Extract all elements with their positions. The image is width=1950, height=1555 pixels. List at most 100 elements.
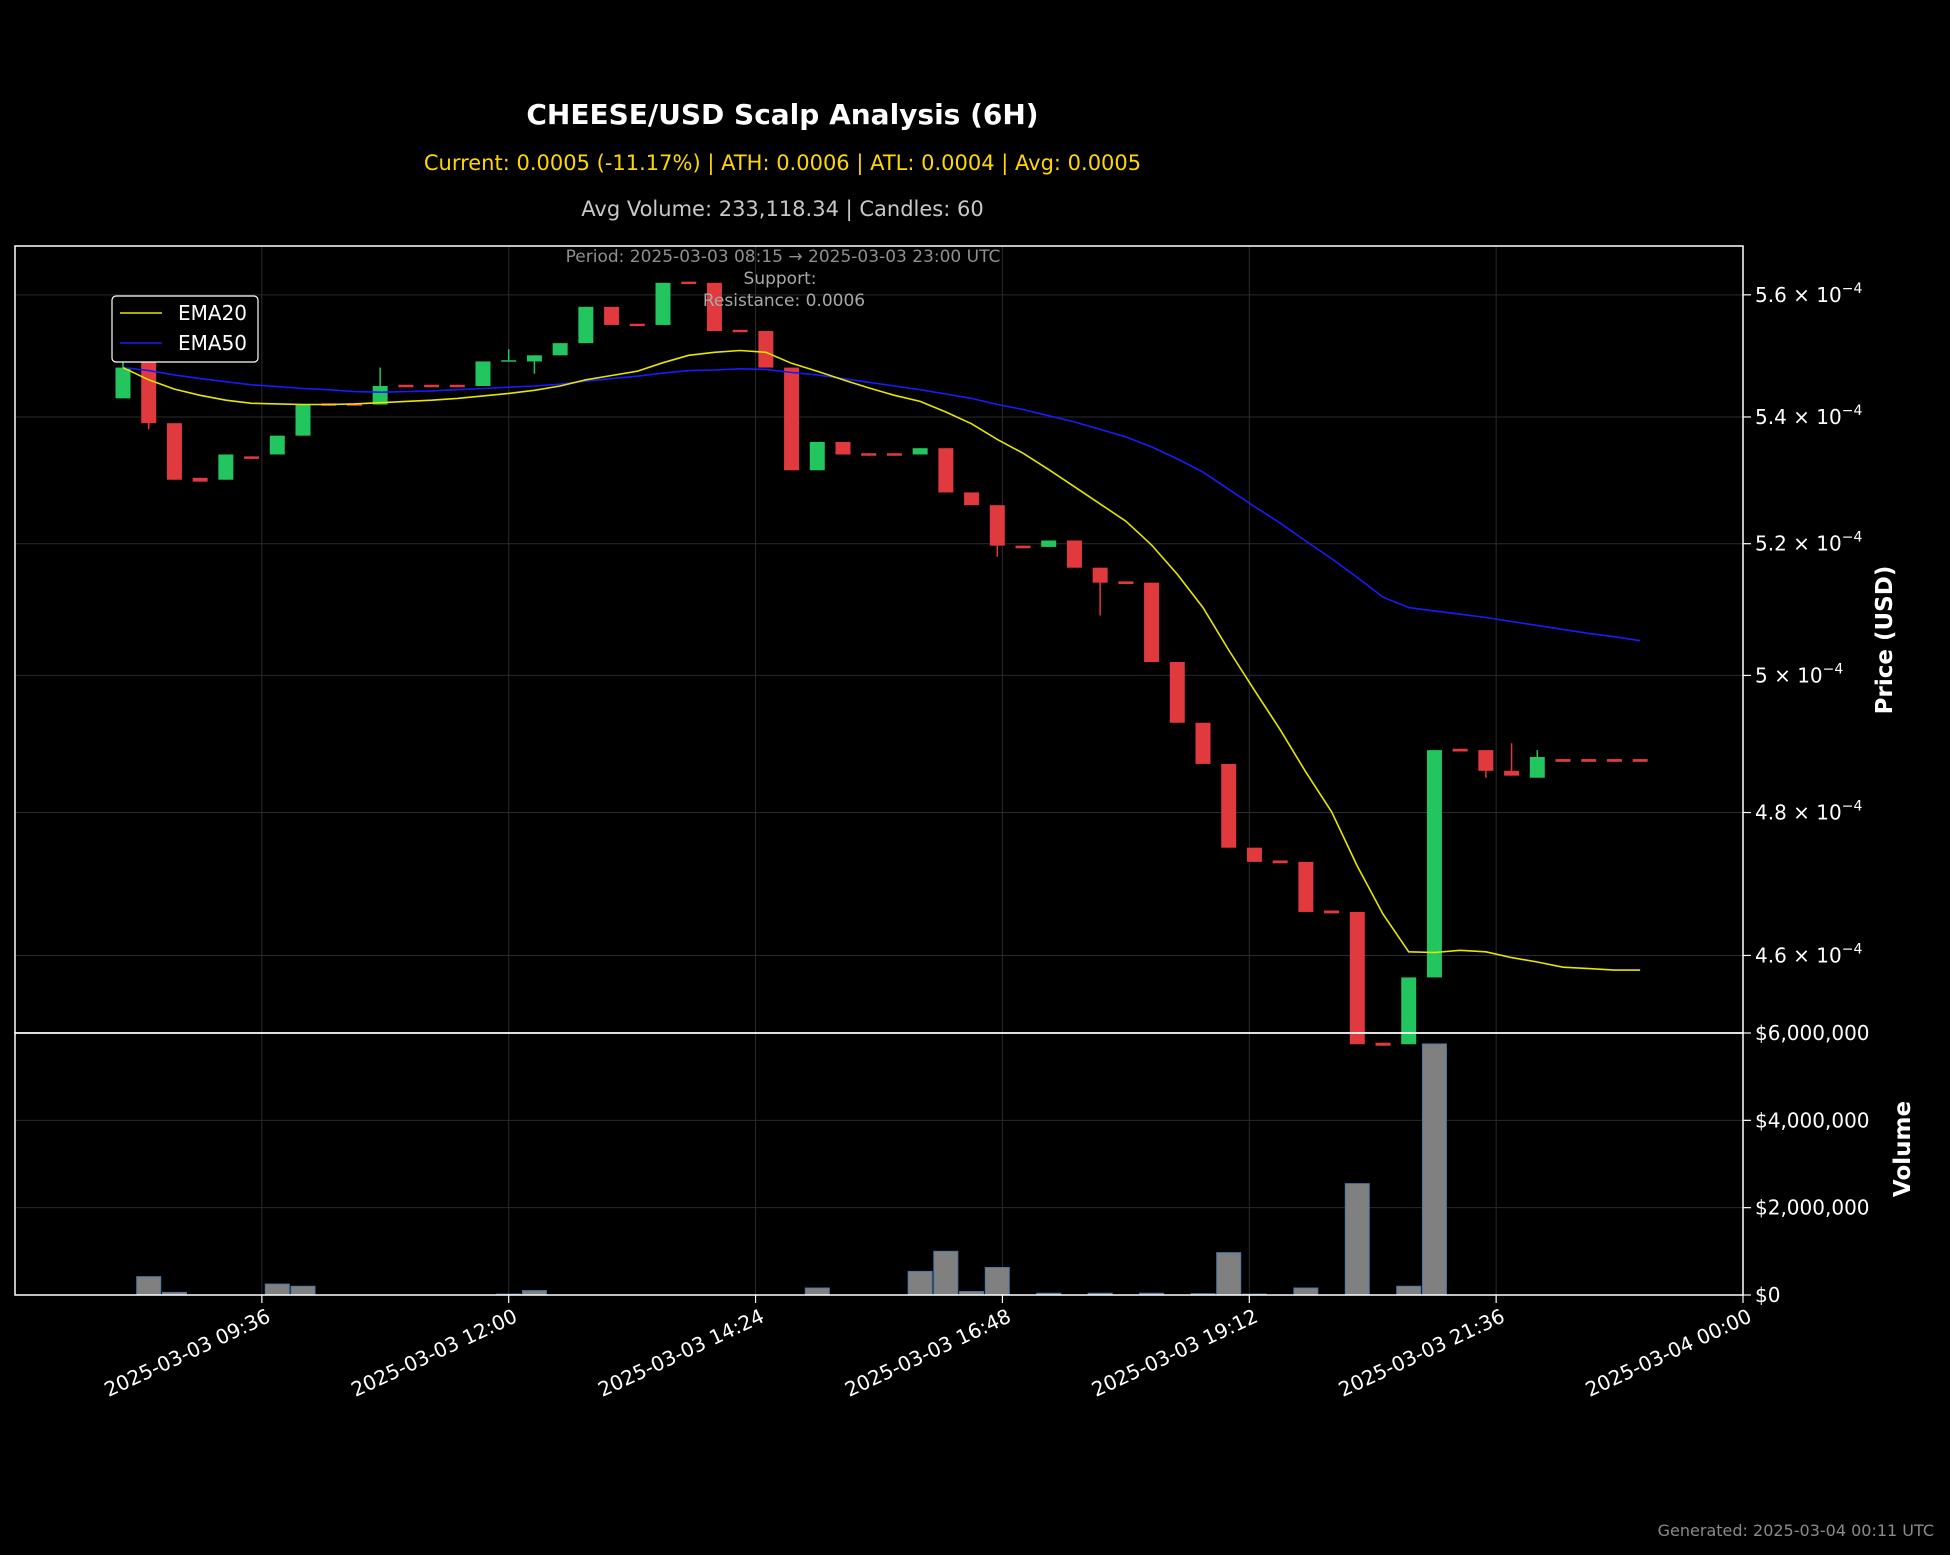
candle-body bbox=[655, 282, 671, 325]
candle-body bbox=[758, 330, 774, 368]
candle-body bbox=[269, 435, 285, 455]
candle-body bbox=[886, 453, 902, 456]
period-annotation: Period: 2025-03-03 08:15 → 2025-03-03 23… bbox=[566, 247, 1001, 267]
price-axis-label: Price (USD) bbox=[1872, 566, 1898, 715]
candle-body bbox=[1041, 540, 1057, 547]
candle-body bbox=[218, 454, 234, 480]
x-tick-label: 2025-03-03 14:24 bbox=[594, 1304, 767, 1402]
price-panel-frame bbox=[14, 245, 1744, 1034]
candle-body bbox=[578, 306, 594, 344]
candle-body bbox=[1452, 748, 1468, 752]
volume-bar bbox=[1396, 1285, 1422, 1296]
volume-axis-label: Volume bbox=[1890, 1101, 1916, 1197]
price-tick-label: 5.4 × 10−4 bbox=[1755, 403, 1862, 429]
candle-body bbox=[475, 361, 491, 387]
legend-ema20-label: EMA20 bbox=[178, 301, 247, 325]
candle-body bbox=[1632, 759, 1648, 762]
candle-body bbox=[1195, 722, 1211, 764]
candle-body bbox=[938, 448, 954, 493]
candle-body bbox=[604, 306, 620, 325]
volume-bar bbox=[1216, 1252, 1242, 1296]
price-tick-label: 4.8 × 10−4 bbox=[1755, 799, 1862, 825]
candle-body bbox=[629, 323, 645, 327]
candle-body bbox=[835, 441, 851, 455]
candle-body bbox=[1118, 581, 1134, 584]
price-y-axis: 4.6 × 10−4 4.8 × 10−4 5 × 10−4 5.2 × 10−4 5.… bbox=[1743, 281, 1862, 967]
candle-body bbox=[1349, 911, 1365, 1045]
volume-tick-label: $0 bbox=[1755, 1283, 1780, 1307]
candle-body bbox=[1426, 750, 1442, 978]
price-tick-label: 4.6 × 10−4 bbox=[1755, 941, 1862, 967]
chart-title: CHEESE/USD Scalp Analysis (6H) bbox=[526, 98, 1039, 131]
candles-layer bbox=[115, 281, 1648, 1046]
x-axis: 2025-03-03 09:36 2025-03-03 12:00 2025-03-… bbox=[100, 1295, 1755, 1402]
volume-panel-frame bbox=[14, 1032, 1744, 1296]
candle-body bbox=[1555, 759, 1571, 762]
ema-layer bbox=[122, 349, 1641, 971]
candle-body bbox=[1015, 545, 1031, 549]
volume-tick-label: $4,000,000 bbox=[1755, 1108, 1870, 1132]
candle-body bbox=[1606, 759, 1622, 762]
candle-body bbox=[912, 448, 928, 455]
candle-body bbox=[1221, 763, 1237, 848]
volume-bar bbox=[264, 1283, 290, 1296]
candle-body bbox=[706, 282, 722, 331]
candle-body bbox=[424, 384, 440, 388]
candle-body bbox=[115, 367, 131, 399]
volume-bar bbox=[933, 1250, 959, 1296]
candle-body bbox=[449, 384, 465, 388]
candle-body bbox=[1092, 567, 1108, 583]
candle-body bbox=[681, 281, 697, 285]
volume-bar bbox=[804, 1287, 830, 1296]
candle-body bbox=[295, 404, 311, 436]
price-tick-label: 5.2 × 10−4 bbox=[1755, 530, 1862, 556]
candle-body bbox=[989, 505, 1005, 546]
support-annotation: Support: bbox=[744, 269, 817, 289]
x-tick-label: 2025-03-03 21:36 bbox=[1335, 1304, 1508, 1402]
volume-tick-label: $2,000,000 bbox=[1755, 1196, 1870, 1220]
volume-bar bbox=[1293, 1287, 1319, 1296]
volume-bar bbox=[136, 1276, 162, 1296]
candle-body bbox=[784, 367, 800, 471]
candle-body bbox=[1298, 861, 1314, 912]
volume-y-axis: $0 $2,000,000 $4,000,000 $6,000,000 bbox=[1743, 1021, 1870, 1307]
price-tick-label: 5 × 10−4 bbox=[1755, 661, 1843, 687]
candle-body bbox=[1504, 770, 1520, 776]
candle-body bbox=[1375, 1042, 1391, 1046]
x-tick-label: 2025-03-03 12:00 bbox=[347, 1304, 520, 1402]
candle-body bbox=[398, 384, 414, 388]
generated-timestamp: Generated: 2025-03-04 00:11 UTC bbox=[1657, 1521, 1934, 1540]
resistance-annotation: Resistance: 0.0006 bbox=[703, 291, 865, 311]
legend-ema50-label: EMA50 bbox=[178, 331, 247, 355]
candle-body bbox=[372, 386, 388, 405]
price-grid bbox=[15, 246, 1744, 1033]
candle-body bbox=[1272, 860, 1288, 864]
candle-body bbox=[964, 492, 980, 506]
candle-body bbox=[526, 355, 542, 362]
candle-body bbox=[192, 477, 208, 482]
candle-body bbox=[501, 360, 517, 362]
candle-body bbox=[732, 329, 748, 333]
volume-bar bbox=[1344, 1183, 1370, 1296]
candle-body bbox=[141, 361, 157, 424]
x-tick-label: 2025-03-04 00:00 bbox=[1582, 1304, 1755, 1402]
x-tick-label: 2025-03-03 09:36 bbox=[100, 1304, 273, 1402]
x-tick-label: 2025-03-03 19:12 bbox=[1088, 1304, 1261, 1402]
x-tick-label: 2025-03-03 16:48 bbox=[841, 1304, 1014, 1402]
stats-subtitle: Current: 0.0005 (-11.17%) | ATH: 0.0006 … bbox=[423, 151, 1142, 175]
candle-body bbox=[1529, 757, 1545, 778]
candle-body bbox=[244, 456, 260, 459]
candle-body bbox=[861, 453, 877, 456]
volume-bar bbox=[1421, 1043, 1447, 1296]
candle-body bbox=[1478, 750, 1494, 771]
candle-body bbox=[1246, 847, 1262, 862]
legend: EMA20 EMA50 bbox=[111, 295, 259, 363]
ema20-line bbox=[122, 349, 1641, 971]
candle-body bbox=[1581, 759, 1597, 762]
candle-body bbox=[1169, 662, 1185, 723]
candle-body bbox=[1401, 977, 1417, 1045]
candle-body bbox=[166, 423, 182, 480]
candle-body bbox=[809, 441, 825, 471]
candle-body bbox=[1066, 540, 1082, 568]
